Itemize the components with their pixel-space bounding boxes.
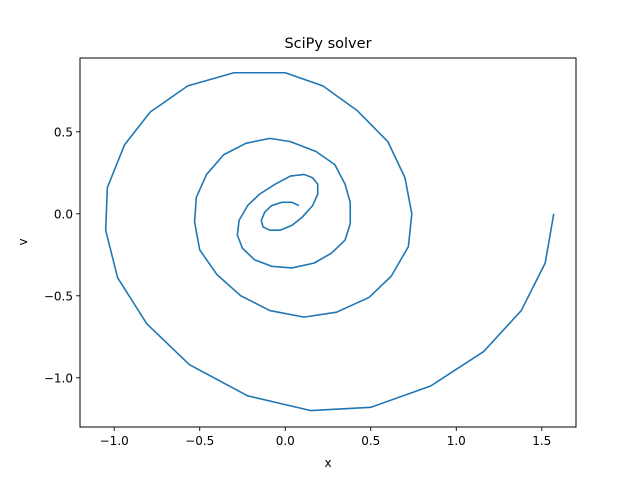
plot-frame [79, 57, 577, 428]
series-layer [104, 71, 555, 412]
x-axis-ticks: −1.0 −0.5 0.0 0.5 1.0 1.5 [100, 427, 551, 448]
y-tick-label: 0.5 [54, 125, 73, 139]
x-axis-label: x [324, 456, 331, 470]
y-tick-label: −0.5 [44, 289, 73, 303]
chart-title: SciPy solver [284, 36, 371, 52]
x-tick-label: 1.5 [532, 434, 551, 448]
x-tick-label: −1.0 [100, 434, 129, 448]
y-axis-ticks: −1.0 −0.5 0.0 0.5 [44, 125, 80, 385]
series-line-0 [104, 71, 555, 412]
y-tick-label: −1.0 [44, 371, 73, 385]
x-tick-label: 0.0 [276, 434, 295, 448]
y-tick-label: 0.0 [54, 207, 73, 221]
x-tick-label: −0.5 [185, 434, 214, 448]
x-tick-label: 1.0 [447, 434, 466, 448]
y-axis-label: v [16, 238, 30, 245]
x-tick-label: 0.5 [361, 434, 380, 448]
